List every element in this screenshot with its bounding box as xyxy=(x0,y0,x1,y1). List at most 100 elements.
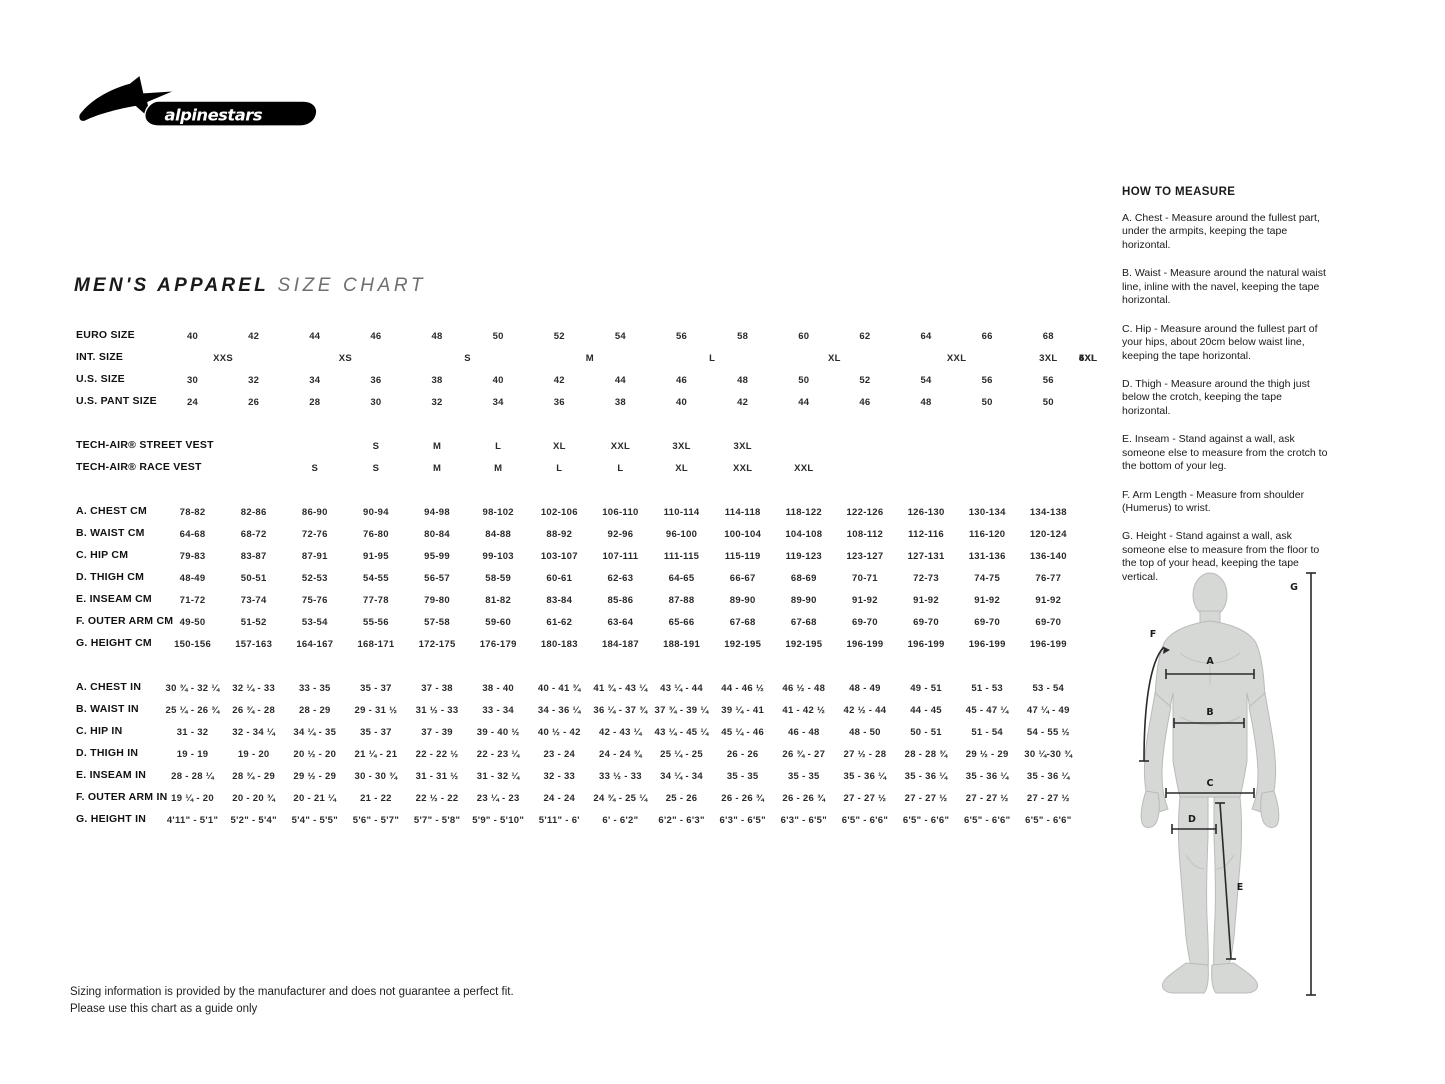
svg-text:alpinestars: alpinestars xyxy=(164,105,262,124)
table-cell: XXL xyxy=(610,440,631,452)
table-cell: 172-175 xyxy=(418,638,456,650)
how-to-measure-item-f: F. Arm Length - Measure from shoulder (H… xyxy=(1122,488,1305,514)
table-cell: 65-66 xyxy=(668,616,695,628)
table-cell: L xyxy=(495,440,502,452)
table-cell: 26 - 26 ¾ xyxy=(782,792,826,804)
table-spacer-row xyxy=(74,655,1079,677)
table-cell: 42 xyxy=(737,396,749,408)
table-cell xyxy=(773,435,1079,457)
how-to-measure-item-b: B. Waist - Measure around the natural wa… xyxy=(1122,267,1326,307)
table-cell: 42 xyxy=(553,374,565,386)
table-cell: 104-108 xyxy=(785,528,823,540)
table-cell: 103-107 xyxy=(540,550,578,562)
row-label: A. CHEST CM xyxy=(76,505,147,518)
table-cell: 26 xyxy=(248,396,260,408)
table-cell: 62 xyxy=(859,330,871,342)
table-cell: M xyxy=(432,440,442,452)
table-cell: 50 xyxy=(981,396,993,408)
table-cell: 28 - 28 ¾ xyxy=(904,748,948,760)
table-row: C. HIP CM 79-83 83-87 87-91 91-95 95-99 99-103… xyxy=(74,545,1079,567)
table-cell: 52 xyxy=(553,330,565,342)
row-label: INT. SIZE xyxy=(76,351,124,364)
table-row: A. CHEST IN 30 ¾ - 32 ¼ 32 ¼ - 33 33 - 35 35… xyxy=(74,677,1079,699)
table-spacer-cell xyxy=(74,655,1079,677)
table-cell: XXL xyxy=(732,462,753,474)
table-cell: 32 xyxy=(248,374,260,386)
table-cell: 84-88 xyxy=(485,528,512,540)
table-cell: 22 ½ - 22 xyxy=(415,792,459,804)
table-cell: 72-73 xyxy=(913,572,939,584)
table-cell: 98-102 xyxy=(482,506,514,518)
table-cell: 122-126 xyxy=(846,506,884,518)
table-cell: XXL xyxy=(794,462,814,474)
table-cell: 3XL xyxy=(1039,352,1058,364)
table-cell: 99-103 xyxy=(482,550,514,562)
table-cell: 85-86 xyxy=(607,594,634,606)
table-cell: 50-51 xyxy=(240,572,267,584)
table-spacer-row xyxy=(74,479,1079,501)
table-cell: 41 ¾ - 43 ¼ xyxy=(593,682,648,694)
table-cell: XXS xyxy=(213,352,234,364)
table-cell: 55-56 xyxy=(363,616,389,628)
how-to-measure-item-c: C. Hip - Measure around the fullest part… xyxy=(1122,322,1318,362)
table-cell: 30 - 30 ¾ xyxy=(354,770,398,782)
table-cell: 87-88 xyxy=(668,594,695,606)
table-cell: 126-130 xyxy=(907,506,945,518)
table-cell: 68-69 xyxy=(790,572,817,584)
table-cell: 59-60 xyxy=(485,616,512,628)
figure-right-leg xyxy=(1213,796,1242,970)
table-cell: 48 xyxy=(920,396,932,408)
table-cell: 35 - 36 ¼ xyxy=(1026,770,1070,782)
table-cell: 157-163 xyxy=(235,638,273,650)
table-cell: 91-92 xyxy=(974,594,1001,606)
table-cell: 26 - 26 xyxy=(726,748,759,760)
table-row: INT. SIZE XXS XS S M L XL XXL 3XL 4XL 5XL 6XL xyxy=(74,347,1097,369)
table-cell: 50 xyxy=(1042,396,1054,408)
table-cell: 91-92 xyxy=(913,594,939,606)
table-cell: 108-112 xyxy=(846,528,884,540)
row-label: F. OUTER ARM CM xyxy=(76,615,174,628)
table-cell: 5'11" - 6' xyxy=(538,814,580,826)
table-cell: 56 xyxy=(675,330,688,342)
table-spacer-cell xyxy=(74,413,1079,435)
table-cell: 118-122 xyxy=(785,506,823,518)
table-cell: 188-191 xyxy=(663,638,701,650)
table-cell: 48 - 50 xyxy=(849,726,881,738)
table-cell: 28 - 29 xyxy=(298,704,331,716)
table-cell: 39 - 40 ½ xyxy=(476,726,520,738)
table-row: D. THIGH CM 48-49 50-51 52-53 54-55 56-57 58-5… xyxy=(74,567,1079,589)
table-cell: 114-118 xyxy=(724,506,761,518)
table-cell: 19 - 19 xyxy=(176,748,209,760)
row-label: A. CHEST IN xyxy=(76,681,142,694)
row-label: B. WAIST IN xyxy=(76,703,139,716)
table-cell: 24 - 24 ¾ xyxy=(599,748,642,760)
table-cell: 37 ¾ - 39 ¼ xyxy=(654,704,709,716)
diagram-label-f: F xyxy=(1150,629,1157,640)
table-cell: 196-199 xyxy=(1029,638,1067,650)
table-cell: L xyxy=(709,352,716,364)
diagram-label-a: A xyxy=(1206,656,1214,667)
table-cell: 32 - 34 ¼ xyxy=(232,726,276,738)
table-cell: 66 xyxy=(981,330,993,342)
table-cell: 5'7" - 5'8" xyxy=(413,814,461,826)
table-cell: 50 - 51 xyxy=(910,726,942,738)
table-cell: 40 ½ - 42 xyxy=(537,726,581,738)
table-cell: 67-68 xyxy=(729,616,756,628)
table-cell: 4'11" - 5'1" xyxy=(166,814,219,826)
table-cell: 32 ¼ - 33 xyxy=(232,682,276,694)
table-cell: 196-199 xyxy=(968,638,1006,650)
table-cell: 5'2" - 5'4" xyxy=(230,814,277,826)
table-cell: 41 - 42 ½ xyxy=(782,704,826,716)
table-cell: 24 - 24 xyxy=(543,792,576,804)
body-measurement-diagram: A B C D E F G xyxy=(1128,565,1328,1005)
table-cell: 91-95 xyxy=(363,550,389,562)
table-cell: 53-54 xyxy=(301,616,328,628)
table-cell: 76-80 xyxy=(363,528,389,540)
table-row: TECH-AIR® RACE VEST S S M M L L XL XXL XXL xyxy=(74,457,1079,479)
table-cell: 68 xyxy=(1042,330,1054,342)
table-cell: 56 xyxy=(981,374,993,386)
table-cell: 42 ½ - 44 xyxy=(843,704,887,716)
table-cell: 20 - 21 ¼ xyxy=(293,792,337,804)
diagram-label-c: C xyxy=(1207,778,1214,789)
table-cell: 3XL xyxy=(672,440,691,452)
